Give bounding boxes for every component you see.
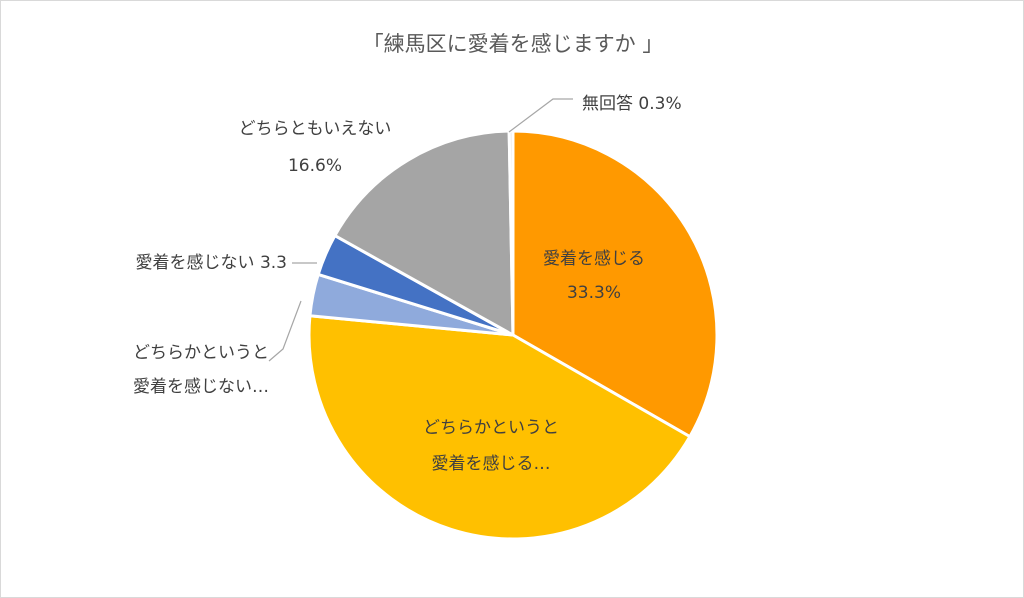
leader-line-3 xyxy=(268,300,302,362)
slice-label-2-line-2: 愛着を感じる… xyxy=(432,454,551,474)
slice-label-4-line-1: 愛着を感じない 3.3 xyxy=(136,253,287,273)
pie-slice-5 xyxy=(333,129,515,337)
slice-label-2-line-1: どちらかというと xyxy=(423,418,559,438)
slice-label-5-line-2: 16.6% xyxy=(288,156,342,176)
pie-slice-2 xyxy=(307,314,692,541)
slice-label-5-line-1: どちらともいえない xyxy=(239,119,392,139)
slice-label-3-line-2: 愛着を感じない… xyxy=(133,377,269,397)
slice-label-6-line-1: 無回答 0.3% xyxy=(582,94,682,114)
chart-title: 「練馬区に愛着を感じますか 」 xyxy=(363,32,664,56)
pie-slice-1 xyxy=(511,129,719,439)
slice-label-1-line-2: 33.3% xyxy=(567,283,621,303)
slice-label-3-line-1: どちらかというと xyxy=(133,343,269,363)
leader-line-6 xyxy=(508,98,573,133)
slice-label-1-line-1: 愛着を感じる xyxy=(543,249,645,269)
